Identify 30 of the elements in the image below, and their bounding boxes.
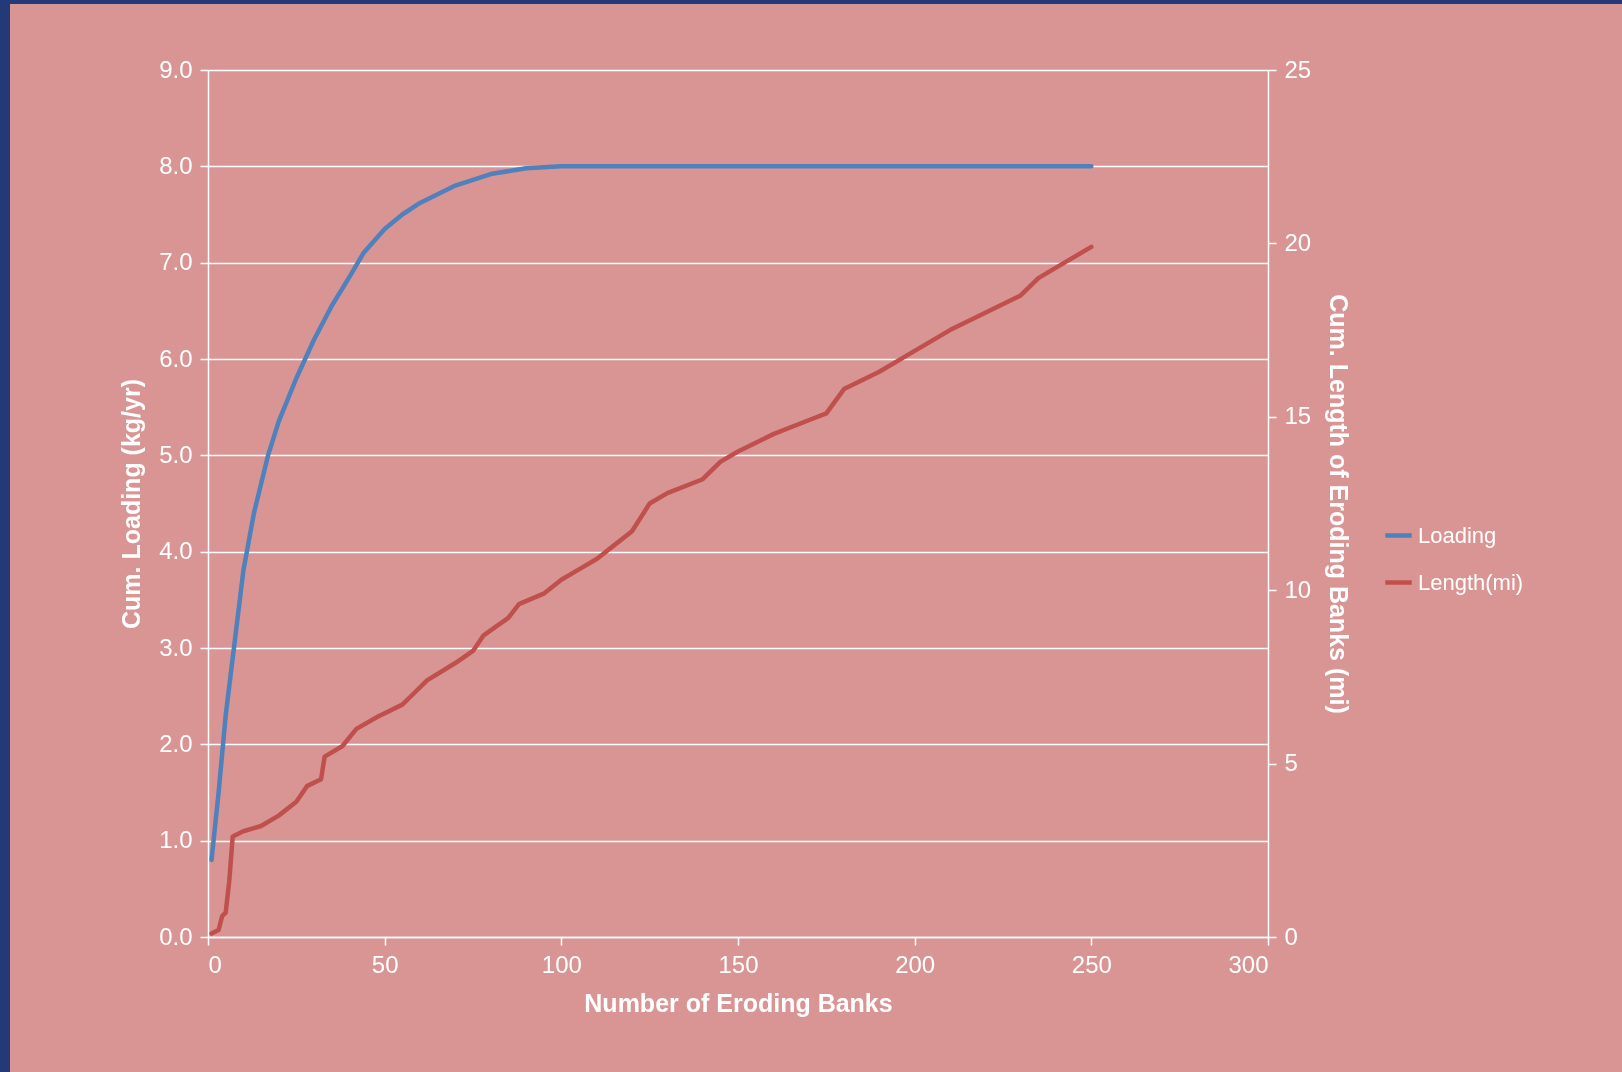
y2-tick-label: 15 [1284,402,1312,430]
y2-tick-label: 25 [1284,55,1312,83]
y-tick-label: 2.0 [159,729,193,757]
legend-label: Loading [1418,522,1497,548]
y-tick-label: 4.0 [159,537,193,565]
x-tick-label: 200 [895,950,936,978]
x-tick-label: 250 [1071,950,1112,978]
x-tick-label: 50 [371,950,399,978]
line-series [209,244,1094,936]
legend-label: Length(mi) [1418,569,1524,595]
y-tick-label: 0.0 [159,922,193,950]
y-axis-title: Cum. Loading (kg/yr) [117,379,146,629]
y-tick-label: 6.0 [159,344,193,372]
y2-tick-label: 10 [1284,575,1312,603]
x-tick-label: 0 [208,950,222,978]
x-axis-title: Number of Eroding Banks [584,988,893,1017]
y-tick-label: 1.0 [159,826,193,854]
y2-axis-title: Cum. Length of Eroding Banks (mi) [1325,294,1354,714]
line-series [209,164,1094,863]
y-tick-label: 9.0 [159,55,193,83]
y-tick-label: 8.0 [159,151,193,179]
y-tick-label: 5.0 [159,440,193,468]
y-tick-label: 3.0 [159,633,193,661]
x-tick-label: 300 [1228,950,1269,978]
y2-tick-label: 0 [1284,922,1298,950]
y2-tick-label: 5 [1284,749,1298,777]
y2-tick-label: 20 [1284,228,1312,256]
x-tick-label: 150 [718,950,759,978]
y-tick-label: 7.0 [159,248,193,276]
x-tick-label: 100 [541,950,582,978]
